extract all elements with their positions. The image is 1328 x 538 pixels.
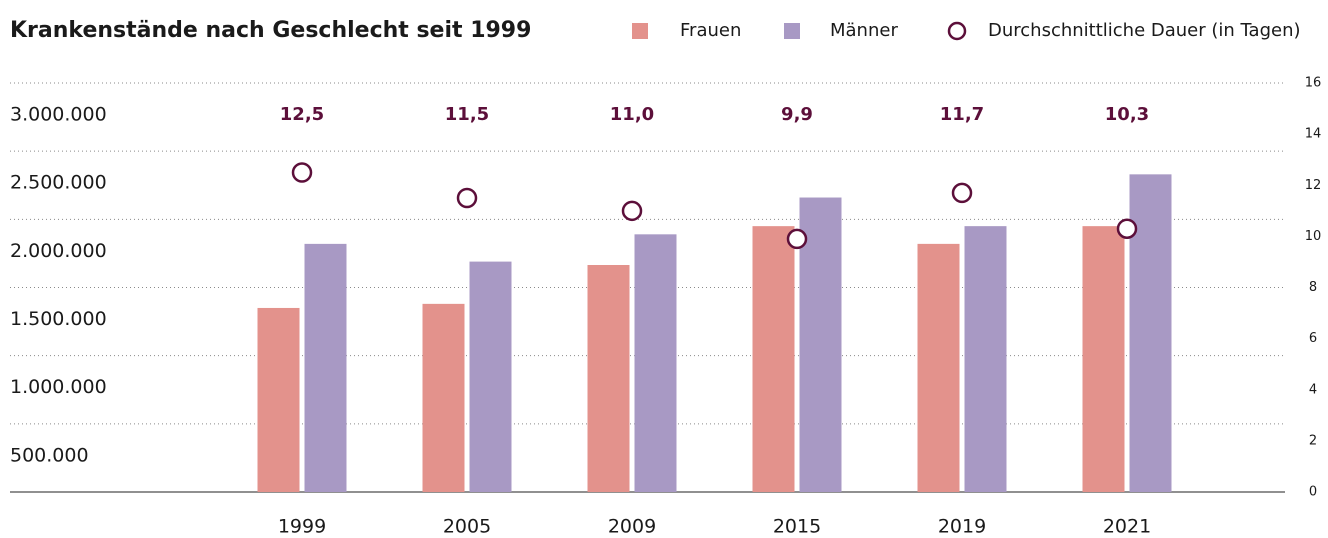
value-label: 9,9 bbox=[781, 104, 813, 125]
y-tick-label: 2.000.000 bbox=[10, 240, 107, 262]
duration-marker bbox=[621, 200, 643, 222]
x-tick-label: 1999 bbox=[278, 516, 326, 538]
value-label: 11,0 bbox=[610, 104, 654, 125]
bar bbox=[469, 261, 512, 492]
x-tick-label: 2009 bbox=[608, 516, 656, 538]
y2-tick-label: 6 bbox=[1309, 331, 1317, 346]
value-label: 10,3 bbox=[1105, 104, 1149, 125]
bar bbox=[304, 243, 347, 492]
duration-marker bbox=[951, 182, 973, 204]
value-label: 11,7 bbox=[940, 104, 984, 125]
duration-marker bbox=[1116, 218, 1138, 239]
value-label: 12,5 bbox=[280, 104, 324, 125]
legend-label: Frauen bbox=[680, 20, 741, 41]
y2-tick-label: 12 bbox=[1305, 178, 1322, 193]
legend-label: Durchschnittliche Dauer (in Tagen) bbox=[988, 20, 1301, 41]
legend-label: Männer bbox=[830, 20, 898, 41]
x-tick-label: 2019 bbox=[938, 516, 986, 538]
value-label: 11,5 bbox=[445, 104, 489, 125]
x-tick-label: 2005 bbox=[443, 516, 491, 538]
bar bbox=[634, 234, 677, 492]
duration-marker bbox=[291, 162, 313, 183]
bar bbox=[917, 243, 960, 492]
bar bbox=[1129, 174, 1172, 493]
x-tick-label: 2021 bbox=[1103, 516, 1151, 538]
y-tick-label: 1.500.000 bbox=[10, 308, 107, 330]
bar bbox=[422, 303, 465, 492]
bar bbox=[752, 226, 795, 492]
bar bbox=[799, 197, 842, 492]
y2-tick-label: 8 bbox=[1309, 280, 1317, 295]
x-tick-label: 2015 bbox=[773, 516, 821, 538]
legend-marker bbox=[632, 23, 648, 39]
y-tick-label: 2.500.000 bbox=[10, 172, 107, 194]
y-tick-label: 3.000.000 bbox=[10, 104, 107, 126]
y-tick-label: 1.000.000 bbox=[10, 376, 107, 398]
y-tick-label: 500.000 bbox=[10, 444, 89, 466]
duration-marker bbox=[786, 228, 808, 250]
bar bbox=[1082, 226, 1125, 492]
bar bbox=[964, 226, 1007, 492]
bar bbox=[257, 307, 300, 492]
y2-tick-label: 0 bbox=[1309, 485, 1317, 500]
y2-tick-label: 2 bbox=[1309, 433, 1317, 448]
y2-tick-label: 14 bbox=[1305, 127, 1322, 142]
y2-tick-label: 4 bbox=[1309, 382, 1317, 397]
legend-marker bbox=[947, 21, 967, 41]
duration-marker bbox=[456, 187, 478, 209]
chart-title: Krankenstände nach Geschlecht seit 1999 bbox=[10, 18, 531, 43]
bar bbox=[587, 265, 630, 492]
legend-marker bbox=[784, 23, 800, 39]
y2-tick-label: 10 bbox=[1305, 229, 1322, 244]
y2-tick-label: 16 bbox=[1305, 76, 1322, 91]
